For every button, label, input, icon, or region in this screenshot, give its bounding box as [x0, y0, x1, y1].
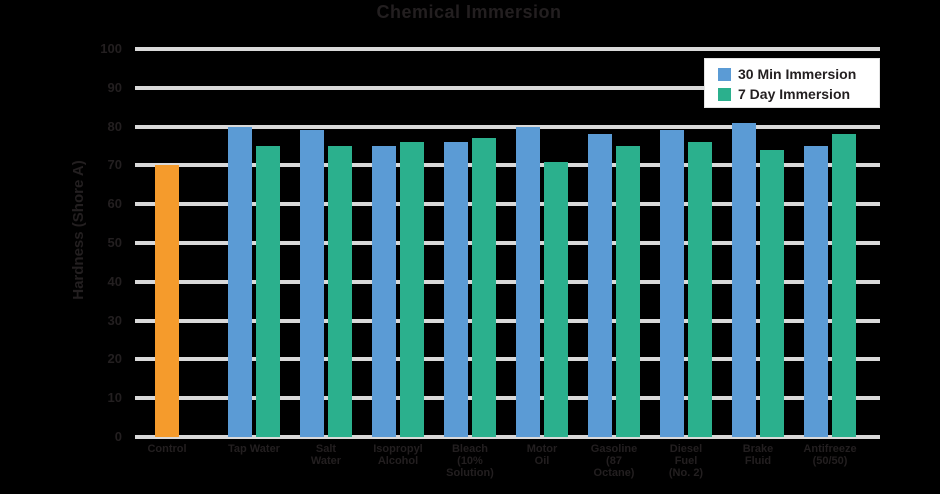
x-axis-label-line: Salt: [315, 443, 337, 455]
bar-30min-immersion: [228, 126, 252, 437]
gridline: [135, 163, 880, 168]
x-axis-label: Tap Water: [206, 443, 302, 455]
x-axis-label: Bleach (10% Solution): [422, 443, 518, 479]
chart-title: Chemical Immersion: [376, 2, 562, 22]
bar-30min-immersion: [732, 122, 756, 437]
x-axis-label-line: Antifreeze: [803, 443, 857, 455]
y-tick-label: 20: [107, 351, 122, 367]
x-axis-label: Gasoline (87 Octane): [566, 443, 662, 479]
bar-control: [155, 165, 179, 437]
bar-7day-immersion: [472, 138, 496, 437]
x-axis-label-line: Water: [310, 455, 342, 467]
y-tick-label: 0: [114, 429, 122, 444]
x-axis-label-line: Brake: [742, 443, 774, 455]
x-axis-label-line: (50/50): [812, 455, 848, 467]
gridline: [135, 396, 880, 401]
x-axis-label-line: Alcohol: [377, 455, 419, 467]
gridline: [135, 357, 880, 362]
x-axis-label: Control: [119, 443, 215, 455]
x-axis-label-line: Motor: [526, 443, 558, 455]
bar-7day-immersion: [760, 149, 784, 437]
x-axis-label: Brake Fluid: [710, 443, 806, 467]
legend-swatch-30min-icon: [718, 67, 731, 81]
y-tick-label: 50: [107, 235, 122, 250]
y-tick-label: 80: [107, 118, 122, 134]
bar-7day-immersion: [616, 146, 640, 437]
bar-30min-immersion: [516, 126, 540, 437]
bar-7day-immersion: [688, 142, 712, 437]
x-axis-label-line: Tap Water: [228, 443, 280, 455]
gridline: [135, 435, 880, 439]
x-axis-label-line: Oil: [534, 455, 550, 467]
y-tick-label: 40: [107, 273, 122, 289]
x-axis-label: Salt Water: [278, 443, 374, 467]
bar-30min-immersion: [300, 130, 324, 437]
y-axis-title-text: Hardness (Shore A): [70, 160, 87, 300]
bar-7day-immersion: [328, 146, 352, 437]
x-axis-label-line: Solution): [446, 467, 494, 479]
legend-label-7day: 7 Day Immersion: [738, 86, 851, 102]
bar-30min-immersion: [444, 142, 468, 437]
gridline: [135, 124, 880, 129]
legend: 30 Min Immersion 7 Day Immersion: [704, 58, 880, 108]
legend-label-30min: 30 Min Immersion: [738, 66, 857, 82]
bar-7day-immersion: [400, 142, 424, 437]
bar-7day-immersion: [832, 134, 856, 437]
gridline: [135, 202, 880, 207]
y-tick-label: 70: [107, 157, 122, 173]
y-tick-label: 100: [100, 41, 122, 56]
x-axis-label: Diesel Fuel (No. 2): [638, 443, 734, 479]
gridline: [135, 279, 880, 284]
bar-30min-immersion: [372, 146, 396, 437]
bar-30min-immersion: [588, 134, 612, 437]
x-axis-label: Motor Oil: [494, 443, 590, 467]
x-axis-label-line: Isopropyl: [373, 443, 423, 455]
x-axis-label-line: Octane): [593, 467, 635, 479]
bar-7day-immersion: [544, 161, 568, 437]
y-tick-label: 30: [107, 312, 122, 328]
gridline: [135, 85, 880, 90]
gridline: [135, 241, 880, 245]
bar-30min-immersion: [804, 146, 828, 437]
x-axis-label-line: (10%: [457, 455, 483, 467]
legend-swatch-7day-icon: [718, 87, 731, 101]
y-tick-label: 60: [107, 196, 122, 212]
x-axis-label: Antifreeze (50/50): [782, 443, 878, 467]
x-axis-label-line: (No. 2): [668, 467, 704, 479]
x-axis-label-line: (87: [606, 455, 622, 467]
x-axis-label-line: Gasoline: [590, 443, 638, 455]
y-tick-label: 90: [107, 79, 122, 95]
legend-item-30min: 30 Min Immersion: [718, 64, 879, 84]
x-axis-label-line: Control: [147, 443, 187, 455]
y-tick-label: 10: [107, 390, 122, 406]
bar-7day-immersion: [256, 146, 280, 437]
gridline: [135, 47, 880, 51]
x-axis-label-line: Bleach: [451, 443, 489, 455]
x-axis-label-line: Diesel: [669, 443, 703, 455]
x-axis-label-line: Fuel: [674, 455, 698, 467]
gridline: [135, 318, 880, 323]
bar-30min-immersion: [660, 130, 684, 437]
legend-item-7day: 7 Day Immersion: [718, 84, 879, 104]
x-axis-label: Isopropyl Alcohol: [350, 443, 446, 467]
x-axis-label-line: Fluid: [744, 455, 772, 467]
